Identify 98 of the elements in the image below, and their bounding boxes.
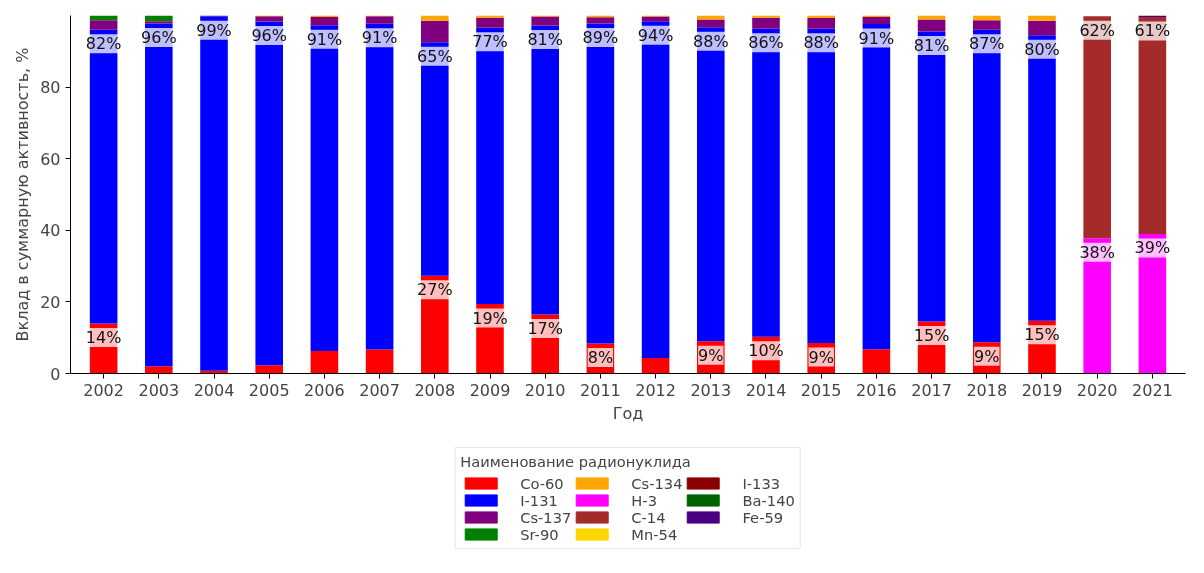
legend-label: I-131: [520, 491, 558, 509]
bar: [1028, 20, 1056, 36]
data-label: 9%: [974, 346, 1000, 366]
data-label: 91%: [361, 28, 398, 48]
x-tick-label: 2009: [469, 380, 511, 400]
data-label: 15%: [913, 326, 950, 346]
data-label: 88%: [693, 31, 729, 51]
bar: [1028, 15, 1056, 21]
data-label: 14%: [85, 327, 122, 347]
bar: [862, 349, 891, 374]
bar: [310, 16, 339, 26]
x-tick-label: 2013: [690, 380, 732, 400]
bar: [89, 20, 118, 30]
legend-label: H-3: [631, 491, 657, 509]
x-tick-label: 2012: [635, 380, 676, 400]
x-tick-label: 2019: [1021, 380, 1063, 400]
bar: [586, 17, 615, 24]
legend-label: Mn-54: [631, 525, 678, 543]
bar: [255, 16, 284, 22]
legend-label: Sr-90: [520, 525, 559, 543]
legend-label: Ba-140: [742, 491, 795, 509]
bar: [972, 20, 1001, 30]
bar: [917, 19, 946, 32]
legend-label: Co-60: [520, 474, 564, 492]
data-label: 15%: [1024, 325, 1060, 345]
bar: [862, 16, 891, 25]
x-tick-label: 2008: [414, 380, 456, 400]
data-label: 91%: [306, 29, 343, 49]
x-tick-label: 2015: [800, 380, 842, 400]
bar: [531, 16, 559, 26]
legend-title: Наименование радионуклида: [460, 452, 692, 470]
x-tick-label: 2003: [138, 380, 180, 400]
x-tick-label: 2018: [966, 380, 1008, 400]
data-label: 8%: [587, 347, 614, 367]
data-label: 86%: [748, 33, 784, 53]
bar: [752, 17, 780, 29]
x-tick-label: 2017: [911, 380, 952, 400]
bar: [641, 358, 670, 374]
bar: [421, 15, 449, 21]
bar: [752, 15, 780, 18]
x-tick-label: 2010: [524, 380, 566, 400]
data-label: 9%: [698, 345, 724, 365]
data-label: 19%: [472, 308, 508, 328]
data-label: 88%: [803, 33, 839, 53]
x-tick-label: 2004: [193, 380, 235, 400]
data-label: 91%: [858, 28, 895, 48]
x-tick-label: 2005: [248, 380, 290, 400]
y-tick-label: 0: [50, 364, 61, 384]
bar: [476, 15, 504, 18]
data-label: 27%: [417, 280, 453, 300]
legend-label: I-133: [742, 474, 781, 492]
data-label: 65%: [417, 46, 453, 66]
legend-label: C-14: [631, 508, 666, 526]
data-label: 96%: [251, 26, 287, 46]
data-label: 9%: [808, 347, 834, 367]
data-label: 17%: [527, 318, 563, 338]
legend-label: Fe-59: [742, 508, 784, 526]
x-tick-label: 2014: [745, 380, 787, 400]
x-tick-label: 2020: [1076, 380, 1118, 400]
bar: [145, 21, 173, 24]
data-label: 80%: [1024, 39, 1060, 59]
data-label: 81%: [527, 30, 563, 50]
data-label: 38%: [1079, 242, 1115, 262]
x-tick-label: 2021: [1132, 380, 1173, 400]
x-tick-label: 2011: [580, 380, 621, 400]
bar: [310, 350, 339, 374]
bar: [365, 349, 394, 374]
bar: [421, 20, 449, 43]
bar: [365, 16, 394, 24]
y-tick-label: 40: [40, 221, 61, 241]
legend-label: Cs-134: [631, 474, 683, 492]
data-label: 82%: [85, 34, 122, 54]
data-label: 62%: [1079, 20, 1115, 40]
data-label: 89%: [582, 27, 619, 47]
bar: [807, 18, 835, 29]
bar: [476, 17, 504, 28]
y-tick-label: 80: [40, 78, 61, 98]
data-label: 61%: [1134, 21, 1171, 41]
x-axis-title: Год: [612, 403, 644, 423]
bar: [255, 365, 284, 374]
x-tick-label: 2016: [856, 380, 897, 400]
data-label: 77%: [472, 32, 508, 52]
bar: [697, 19, 725, 28]
data-label: 94%: [637, 25, 674, 45]
x-tick-label: 2006: [304, 380, 345, 400]
x-tick-label: 2007: [359, 380, 400, 400]
x-tick-label: 2002: [83, 380, 124, 400]
data-label: 81%: [913, 36, 950, 56]
bar: [145, 366, 173, 374]
data-label: 99%: [196, 20, 232, 40]
data-label: 39%: [1134, 238, 1171, 258]
data-label: 87%: [969, 34, 1005, 54]
y-tick-label: 60: [40, 149, 61, 169]
legend-label: Cs-137: [520, 508, 572, 526]
data-label: 96%: [141, 27, 177, 47]
y-tick-label: 20: [40, 292, 61, 312]
data-label: 10%: [748, 341, 784, 361]
y-axis-title: Вклад в суммарную активность, %: [13, 47, 33, 342]
